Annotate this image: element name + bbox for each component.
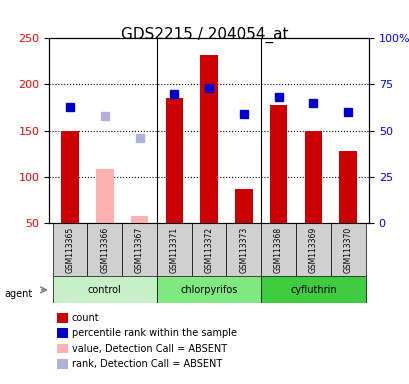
FancyBboxPatch shape [87, 223, 122, 276]
Bar [269, 105, 287, 269]
Text: GSM113368: GSM113368 [274, 227, 283, 273]
FancyBboxPatch shape [295, 223, 330, 276]
FancyBboxPatch shape [157, 223, 191, 276]
Text: cyfluthrin: cyfluthrin [289, 285, 336, 295]
FancyBboxPatch shape [261, 223, 295, 276]
Text: value, Detection Call = ABSENT: value, Detection Call = ABSENT [72, 344, 226, 354]
Text: GSM113373: GSM113373 [239, 227, 248, 273]
Bar [61, 131, 79, 269]
FancyBboxPatch shape [122, 223, 157, 276]
FancyBboxPatch shape [157, 276, 261, 303]
Text: percentile rank within the sample: percentile rank within the sample [72, 328, 236, 338]
Text: chlorpyrifos: chlorpyrifos [180, 285, 237, 295]
FancyBboxPatch shape [226, 223, 261, 276]
FancyBboxPatch shape [330, 223, 365, 276]
Text: control: control [88, 285, 121, 295]
Bar [130, 216, 148, 269]
FancyBboxPatch shape [52, 223, 87, 276]
FancyBboxPatch shape [52, 276, 157, 303]
Text: GSM113369: GSM113369 [308, 227, 317, 273]
Text: GSM113372: GSM113372 [204, 227, 213, 273]
Text: rank, Detection Call = ABSENT: rank, Detection Call = ABSENT [72, 359, 221, 369]
Bar [96, 169, 113, 269]
FancyBboxPatch shape [191, 223, 226, 276]
Bar [165, 98, 182, 269]
Bar [339, 151, 356, 269]
Bar [200, 55, 217, 269]
Text: GSM113367: GSM113367 [135, 227, 144, 273]
Text: GSM113365: GSM113365 [65, 227, 74, 273]
Bar [235, 189, 252, 269]
FancyBboxPatch shape [261, 276, 365, 303]
Text: agent: agent [4, 289, 32, 299]
Text: GSM113370: GSM113370 [343, 227, 352, 273]
Text: GSM113371: GSM113371 [169, 227, 178, 273]
Bar [304, 131, 321, 269]
Text: GDS2215 / 204054_at: GDS2215 / 204054_at [121, 27, 288, 43]
Text: count: count [72, 313, 99, 323]
Text: GSM113366: GSM113366 [100, 227, 109, 273]
